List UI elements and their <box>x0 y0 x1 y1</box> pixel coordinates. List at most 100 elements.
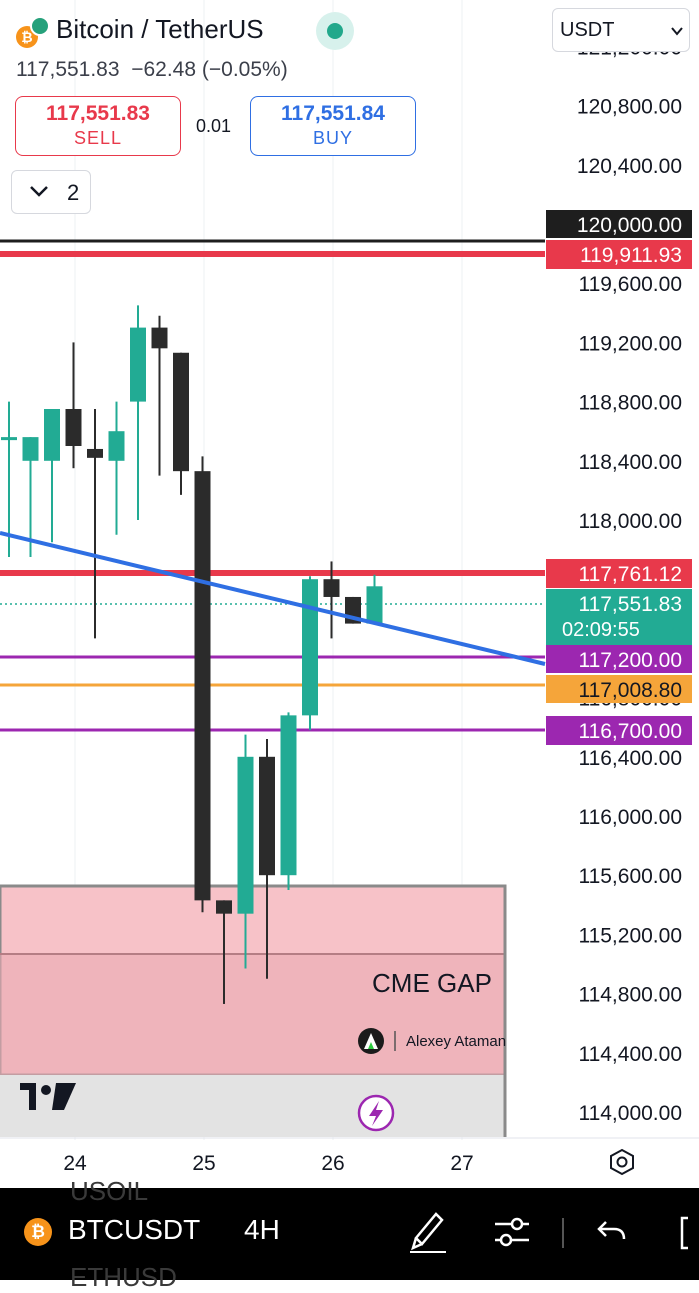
candle-body <box>216 900 232 914</box>
candle[interactable] <box>108 401 125 535</box>
candle-body <box>280 715 297 876</box>
cme-gap-label: CME GAP <box>372 968 492 998</box>
badge-116700: 116,700.00 <box>578 720 682 743</box>
lightning-icon[interactable] <box>357 1094 395 1132</box>
badge-current-price: 117,551.83 <box>578 593 682 616</box>
trend-line[interactable] <box>0 531 546 666</box>
symbol-title[interactable]: Bitcoin / TetherUS <box>56 14 264 44</box>
candle[interactable] <box>130 305 146 520</box>
candle[interactable] <box>44 409 60 543</box>
chart-area[interactable]: CME GAP Alexey Ataman <box>0 0 699 1188</box>
currency-value: USDT <box>560 19 615 41</box>
currency-select[interactable]: USDT <box>552 8 690 52</box>
ghost-symbol-below: ETHUSD <box>70 1262 177 1292</box>
price-tick: 120,400.00 <box>577 155 682 178</box>
badge-119911: 119,911.93 <box>580 244 682 267</box>
price-tick: 119,600.00 <box>578 273 682 296</box>
badge-120000: 120,000.00 <box>577 214 682 237</box>
time-tick: 24 <box>63 1152 87 1175</box>
price-tick: 115,200.00 <box>578 924 682 947</box>
status-dot-icon <box>327 23 343 39</box>
candle[interactable] <box>87 409 103 639</box>
badge-117761: 117,761.12 <box>578 563 682 586</box>
price-tick: 116,400.00 <box>578 747 682 770</box>
indicators-settings-icon[interactable] <box>492 1214 532 1250</box>
price-summary: 117,551.83 −62.48 (−0.05%) <box>16 58 288 82</box>
candle[interactable] <box>216 900 232 1004</box>
price-tick: 120,800.00 <box>577 96 682 119</box>
candle-body <box>151 327 168 349</box>
cme-gap-zone[interactable] <box>0 884 507 1137</box>
candle-body <box>302 579 318 716</box>
candle-body <box>87 448 103 458</box>
candle[interactable] <box>237 734 254 969</box>
price-tick: 115,600.00 <box>578 865 682 888</box>
indicators-toggle-button[interactable]: 2 <box>11 170 91 214</box>
bottom-toolbar: USOIL ETHUSD ₿ BTCUSDT 4H <box>0 1176 699 1292</box>
badge-117008: 117,008.80 <box>578 679 682 702</box>
indicator-count: 2 <box>67 180 80 205</box>
price-tick: 118,800.00 <box>578 392 682 415</box>
candle[interactable] <box>22 437 39 557</box>
price-chart[interactable]: CME GAP Alexey Ataman <box>0 0 699 1188</box>
price-change: −62.48 <box>131 58 197 81</box>
candle-body <box>194 471 211 901</box>
candle[interactable] <box>302 576 318 731</box>
buy-button[interactable]: 117,551.84 BUY <box>250 96 416 156</box>
candle[interactable] <box>194 456 211 913</box>
ghost-symbol-above: USOIL <box>70 1176 149 1206</box>
price-tick: 114,000.00 <box>578 1102 682 1125</box>
time-tick: 25 <box>192 1152 215 1175</box>
sell-label: SELL <box>73 128 123 148</box>
drawing-pen-icon[interactable] <box>406 1208 448 1254</box>
candle[interactable] <box>280 712 297 890</box>
candle[interactable] <box>65 342 82 469</box>
candle-body <box>22 437 39 461</box>
badge-countdown: 02:09:55 <box>562 619 640 641</box>
candle-body <box>323 579 340 597</box>
candle-body <box>173 352 189 472</box>
symbol-selector[interactable]: BTCUSDT <box>68 1214 201 1245</box>
candle[interactable] <box>323 561 340 639</box>
price-badges: 120,000.00 119,911.93 117,761.12 117,551… <box>546 210 692 745</box>
chevron-down-icon <box>671 27 683 36</box>
price-tick: 116,000.00 <box>578 806 682 829</box>
candle-body <box>237 756 254 914</box>
spread-value: 0.01 <box>196 116 232 136</box>
candle-body <box>1 437 17 441</box>
candle-body <box>65 409 82 446</box>
time-tick: 26 <box>321 1152 344 1175</box>
buy-label: BUY <box>312 128 353 148</box>
badge-117200: 117,200.00 <box>578 649 682 672</box>
candle[interactable] <box>173 352 189 495</box>
fullscreen-icon[interactable] <box>676 1214 699 1252</box>
time-scale[interactable]: 24 25 26 27 <box>63 1152 473 1175</box>
sell-price: 117,551.83 <box>46 102 150 125</box>
price-tick: 114,800.00 <box>578 984 682 1007</box>
tradingview-logo-icon <box>20 1083 76 1110</box>
scale-settings-icon[interactable] <box>610 1148 634 1176</box>
candle[interactable] <box>151 315 168 476</box>
bitcoin-icon: ₿ <box>24 1218 52 1246</box>
price-tick: 119,200.00 <box>578 332 682 355</box>
time-tick: 27 <box>450 1152 473 1175</box>
candle-body <box>259 756 275 876</box>
author-name: Alexey Ataman <box>406 1033 506 1050</box>
candle[interactable] <box>1 401 17 557</box>
candle[interactable] <box>366 574 383 624</box>
market-status-indicator[interactable] <box>316 12 354 50</box>
interval-selector[interactable]: 4H <box>244 1214 280 1245</box>
candle-body <box>366 586 383 624</box>
undo-icon[interactable] <box>596 1216 628 1246</box>
price-tick: 118,400.00 <box>578 451 682 474</box>
buy-price: 117,551.84 <box>281 102 385 125</box>
price-change-percent: (−0.05%) <box>201 58 288 81</box>
candle-body <box>108 431 125 461</box>
candle-body <box>130 327 146 402</box>
chevron-down-icon <box>30 186 48 197</box>
sell-button[interactable]: 117,551.83 SELL <box>15 96 181 156</box>
price-tick: 114,400.00 <box>578 1043 682 1066</box>
candle[interactable] <box>259 739 275 979</box>
last-price: 117,551.83 <box>16 58 120 81</box>
tether-icon <box>30 16 50 36</box>
